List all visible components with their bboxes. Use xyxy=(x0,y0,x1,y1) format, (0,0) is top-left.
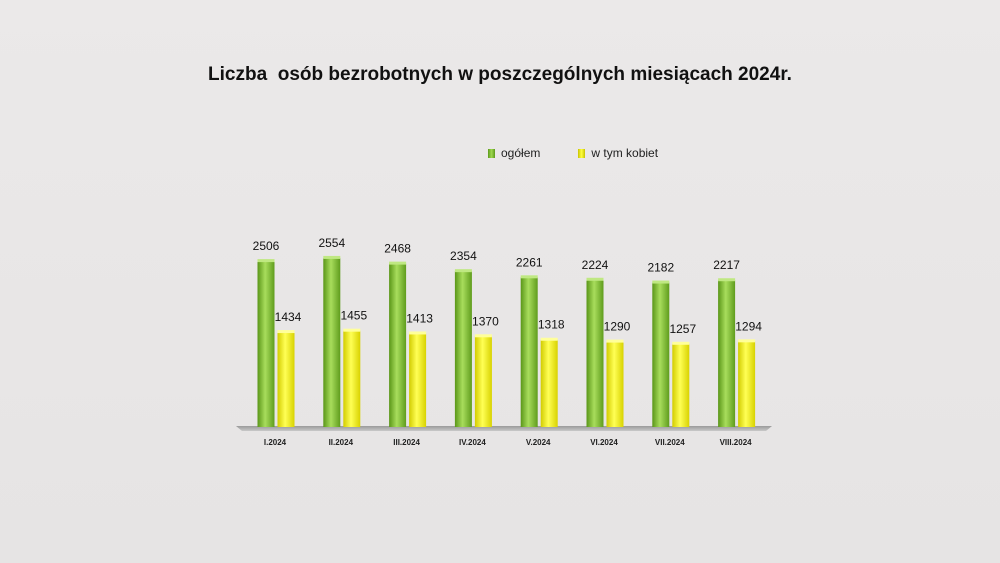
x-tick-label-5: VI.2024 xyxy=(590,438,618,447)
bar-kobiety-4 xyxy=(540,337,558,427)
bar-kobiety-7 xyxy=(738,339,756,427)
bar-kobiety-3 xyxy=(474,334,492,427)
chart-floor xyxy=(236,426,772,431)
data-label-ogolem-3: 2354 xyxy=(450,249,477,263)
data-label-kobiety-7: 1294 xyxy=(735,319,762,333)
x-tick-label-6: VII.2024 xyxy=(655,438,685,447)
bar-kobiety-5 xyxy=(606,339,624,427)
bar-ogolem-6 xyxy=(652,280,670,427)
x-tick-label-1: II.2024 xyxy=(329,438,354,447)
legend-label-kobiety: w tym kobiet xyxy=(591,146,659,160)
data-label-kobiety-4: 1318 xyxy=(538,318,565,332)
data-label-ogolem-1: 2554 xyxy=(318,236,345,250)
data-label-kobiety-3: 1370 xyxy=(472,314,499,328)
data-label-ogolem-5: 2224 xyxy=(582,258,609,272)
data-label-ogolem-0: 2506 xyxy=(253,239,280,253)
bar-kobiety-0 xyxy=(277,330,295,427)
data-label-ogolem-6: 2182 xyxy=(647,261,674,275)
data-label-kobiety-5: 1290 xyxy=(604,320,631,334)
data-label-kobiety-6: 1257 xyxy=(669,322,696,336)
chart-title: Liczba osób bezrobotnych w poszczególnyc… xyxy=(208,64,792,85)
data-label-kobiety-1: 1455 xyxy=(340,309,367,323)
bar-ogolem-3 xyxy=(454,269,472,427)
legend-label-ogolem: ogółem xyxy=(501,146,541,160)
x-tick-label-3: IV.2024 xyxy=(459,438,486,447)
bar-kobiety-2 xyxy=(409,331,427,427)
bar-kobiety-1 xyxy=(343,328,361,427)
bar-kobiety-6 xyxy=(672,341,690,427)
data-label-kobiety-2: 1413 xyxy=(406,311,433,325)
bar-ogolem-5 xyxy=(586,277,604,427)
bar-ogolem-1 xyxy=(323,255,341,427)
legend-swatch-kobiety xyxy=(578,148,586,158)
data-label-ogolem-4: 2261 xyxy=(516,255,543,269)
legend-swatch-ogolem xyxy=(488,148,495,158)
legend-item-kobiety: w tym kobiet xyxy=(578,146,658,160)
bar-ogolem-7 xyxy=(718,278,736,427)
x-tick-label-4: V.2024 xyxy=(526,438,551,447)
bar-ogolem-2 xyxy=(389,261,407,427)
bar-ogolem-4 xyxy=(520,275,538,427)
legend-item-ogolem: ogółem xyxy=(488,146,540,160)
bar-ogolem-0 xyxy=(257,259,275,427)
x-tick-label-7: VIII.2024 xyxy=(720,438,753,447)
data-label-ogolem-7: 2217 xyxy=(713,258,740,272)
data-label-ogolem-2: 2468 xyxy=(384,242,411,256)
x-tick-label-2: III.2024 xyxy=(393,438,420,447)
data-label-kobiety-0: 1434 xyxy=(275,310,302,324)
x-tick-label-0: I.2024 xyxy=(264,438,287,447)
legend: ogółem w tym kobiet xyxy=(488,146,696,160)
